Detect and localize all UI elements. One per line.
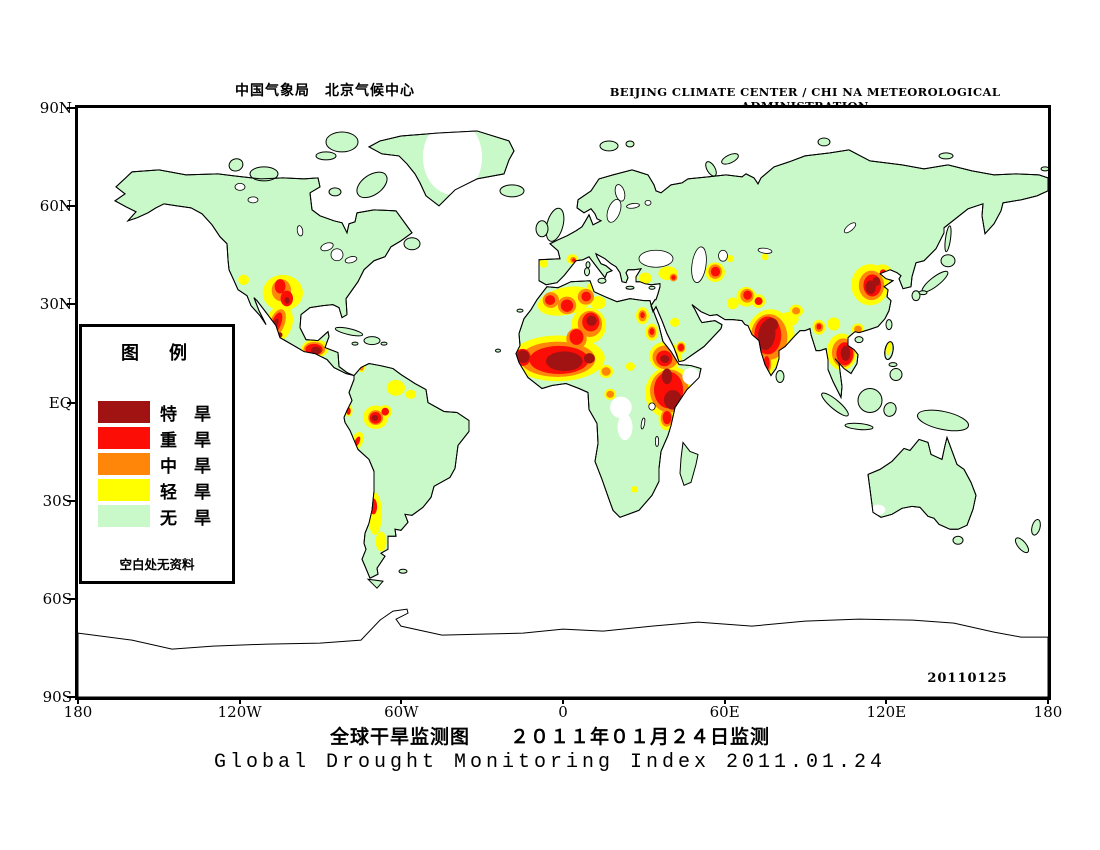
lat-tick-label: 90S (42, 688, 72, 706)
lat-tick-label: 30N (39, 295, 72, 314)
lat-tick-label: 30S (42, 491, 72, 510)
agency-title-chinese: 中国气象局 北京气候中心 (235, 83, 415, 99)
lat-tick-label: 60N (39, 197, 72, 216)
map-title-chinese: 全球干旱监测图 ２０１１年０１月２４日监测 (329, 726, 770, 748)
legend-swatch-moderate (98, 453, 150, 475)
lat-tick-label: EQ (48, 393, 72, 412)
legend-item-light: 轻 旱 (82, 479, 232, 503)
legend-item-severe: 重 旱 (82, 427, 232, 451)
antarctica (78, 608, 1048, 697)
legend-swatch-severe (98, 427, 150, 449)
lat-tick-label: 60S (42, 589, 72, 608)
lakes (234, 182, 857, 448)
lon-tick-label: 180 (1033, 703, 1063, 721)
legend-item-none: 无 旱 (82, 505, 232, 529)
legend-item-moderate: 中 旱 (82, 453, 232, 477)
legend-title: 图 例 (121, 343, 193, 364)
map-title-english: Global Drought Monitoring Index 2011.01.… (213, 751, 887, 774)
australia (867, 436, 977, 530)
no-data-layer (422, 130, 886, 516)
world-map (75, 105, 1051, 700)
drought-severity-layer (238, 253, 892, 552)
world-map-svg (78, 130, 1048, 697)
legend-swatch-none (98, 505, 150, 527)
legend-box: 图 例 特 旱 重 旱 中 旱 轻 旱 无 旱 空白处无资料 (79, 324, 235, 584)
lon-tick-label: 120W (217, 703, 262, 721)
lon-tick-label: 60W (384, 703, 419, 721)
lon-tick-label: 60E (709, 703, 740, 721)
lon-tick-label: 120E (866, 703, 907, 721)
legend-note: 空白处无资料 (119, 557, 195, 572)
lat-tick-label: 90N (39, 99, 72, 117)
islands (228, 131, 1048, 589)
legend-item-extreme: 特 旱 (82, 401, 232, 425)
lon-tick-label: 180 (63, 703, 93, 721)
legend-swatch-extreme (98, 401, 150, 423)
legend-swatch-light (98, 479, 150, 501)
date-stamp: 20110125 (927, 671, 1008, 686)
lon-tick-label: 0 (558, 703, 568, 721)
legend-rows: 特 旱 重 旱 中 旱 轻 旱 无 旱 (82, 401, 232, 529)
